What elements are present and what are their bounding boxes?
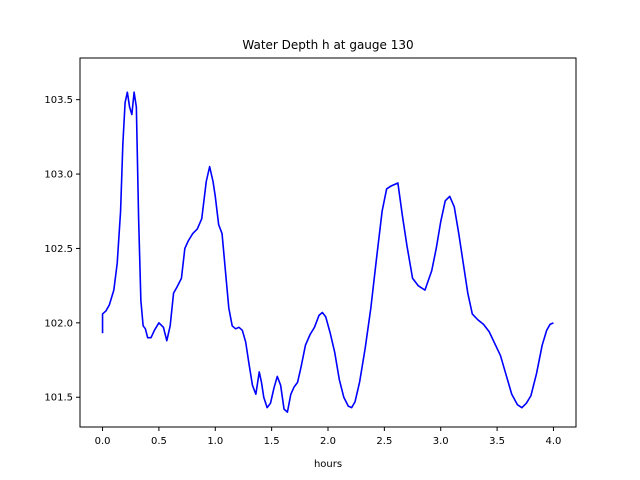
x-axis-label: hours bbox=[314, 459, 342, 470]
x-axis: 0.0 0.5 1.0 1.5 2.0 2.5 3.0 3.5 4.0 bbox=[95, 427, 562, 447]
y-axis: 101.5 102.0 102.5 103.0 103.5 bbox=[44, 95, 80, 404]
y-tick-label: 103.0 bbox=[44, 170, 73, 181]
x-tick-label: 4.0 bbox=[546, 436, 562, 447]
y-tick-label: 102.5 bbox=[44, 244, 73, 255]
series-line-0 bbox=[101, 91, 554, 413]
x-tick-label: 2.0 bbox=[320, 436, 336, 447]
x-tick-label: 2.5 bbox=[376, 436, 392, 447]
x-tick-label: 0.0 bbox=[95, 436, 111, 447]
x-tick-label: 1.0 bbox=[207, 436, 223, 447]
x-tick-label: 3.0 bbox=[433, 436, 449, 447]
y-tick-label: 103.5 bbox=[44, 95, 73, 106]
y-tick-label: 102.0 bbox=[44, 318, 73, 329]
x-tick-label: 3.5 bbox=[489, 436, 505, 447]
chart-title: Water Depth h at gauge 130 bbox=[242, 38, 413, 52]
x-tick-label: 1.5 bbox=[264, 436, 280, 447]
x-tick-label: 0.5 bbox=[151, 436, 167, 447]
plot-area bbox=[101, 91, 554, 413]
y-tick-label: 101.5 bbox=[44, 393, 73, 404]
